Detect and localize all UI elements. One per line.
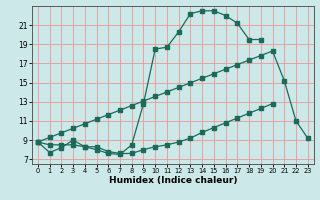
X-axis label: Humidex (Indice chaleur): Humidex (Indice chaleur)	[108, 176, 237, 185]
